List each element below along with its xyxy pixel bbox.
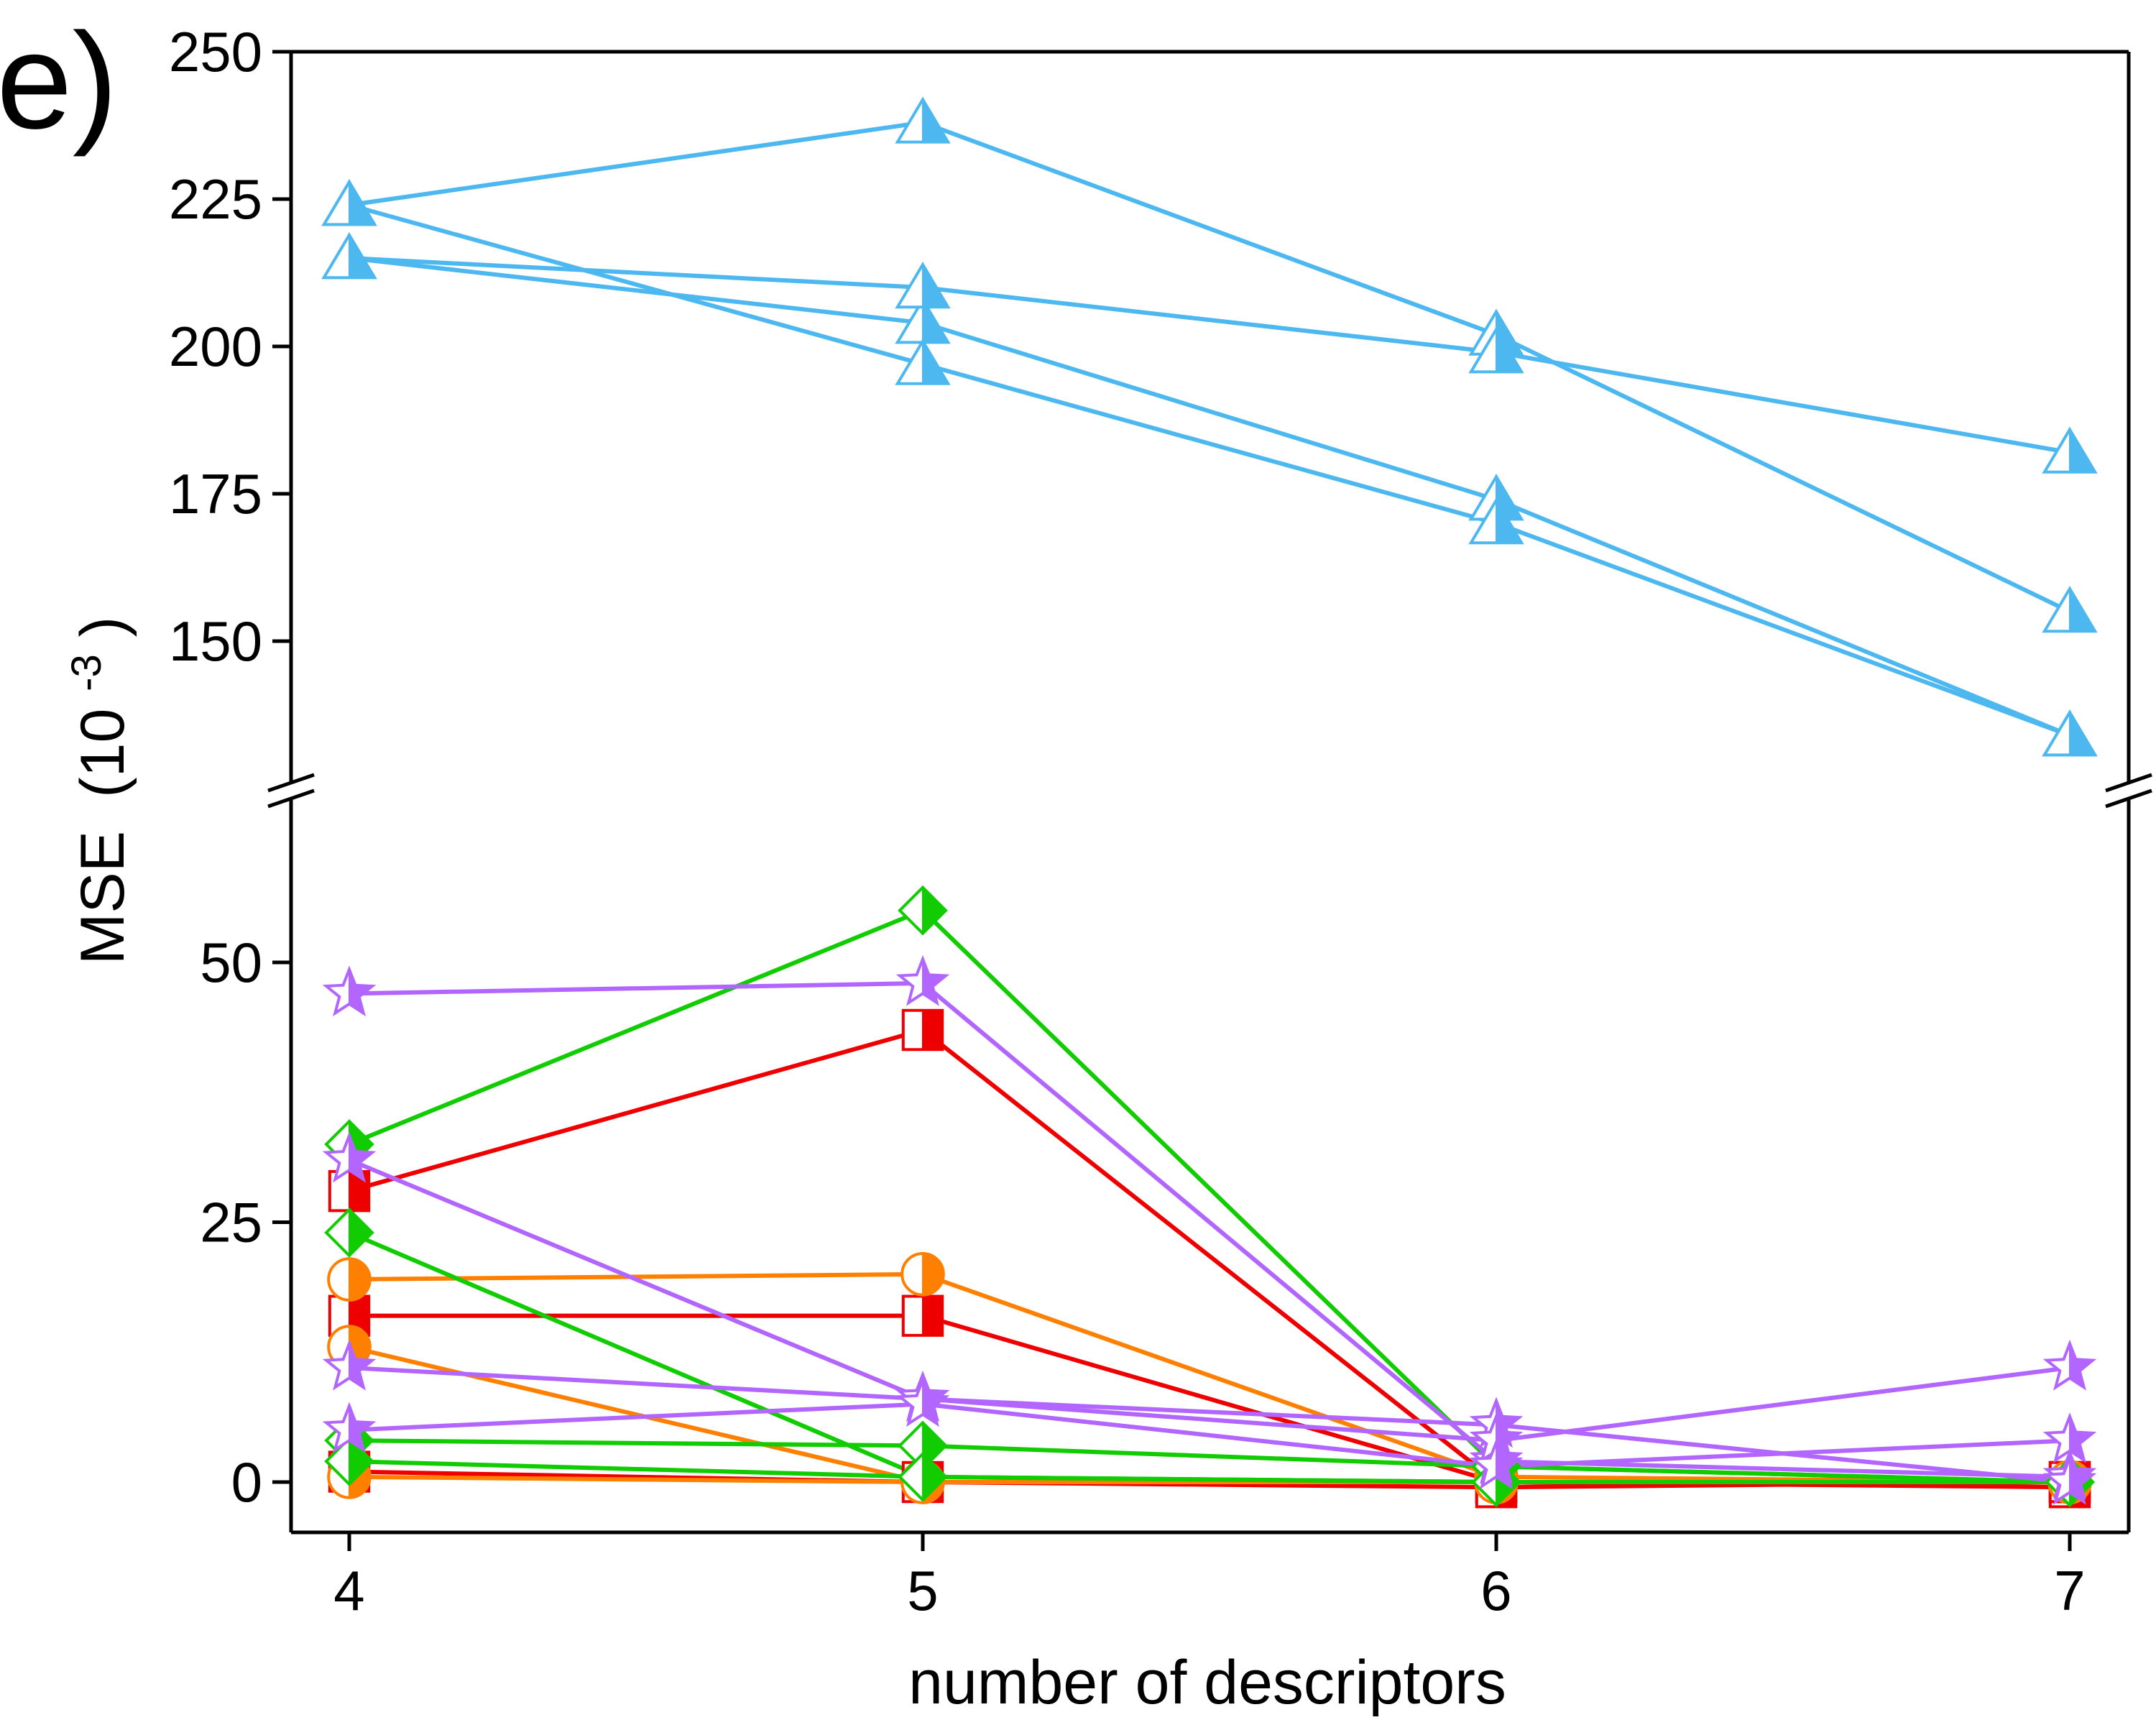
axis-break-mark-left-lower (267, 788, 315, 809)
y-tick-label: 250 (169, 20, 262, 83)
series-layer (321, 96, 2098, 1509)
y-axis-title-unit-exponent: -3 (63, 654, 110, 691)
data-point-fill-purple-star (1496, 1442, 1521, 1488)
y-tick-label: 25 (200, 1191, 262, 1254)
data-point-fill-green-diamond (922, 886, 947, 936)
data-point-fill-blue-triangle (922, 262, 949, 308)
series-line-blue-0 (349, 120, 2071, 614)
data-point-fill-blue-triangle (922, 338, 949, 385)
data-point-fill-red-square (922, 1009, 944, 1051)
series-line-purple-14 (349, 980, 2070, 1479)
data-point-fill-blue-triangle (1496, 326, 1523, 373)
y-axis-title-unit: (10 (68, 709, 137, 798)
data-point-fill-purple-star (922, 958, 948, 1005)
x-tick-label: 6 (1480, 1559, 1511, 1622)
y-tick-label: 175 (169, 462, 262, 525)
series-line-green-10 (348, 908, 2070, 1484)
data-point-fill-purple-star (349, 1135, 374, 1182)
series-line-blue-3 (349, 203, 2071, 738)
y-tick-label: 150 (169, 610, 262, 673)
series-line-orange-8 (349, 1345, 2070, 1484)
data-point-fill-blue-triangle (349, 232, 376, 279)
x-axis-title: number of descriptors (908, 1648, 1506, 1717)
data-point-fill-red-square (922, 1295, 944, 1336)
series-line-green-12 (349, 1438, 2070, 1484)
series-line-purple-17 (349, 1402, 2070, 1469)
data-point-fill-purple-star (2069, 1416, 2095, 1462)
data-point-fill-purple-star (922, 1379, 948, 1425)
x-tick-label: 7 (2054, 1559, 2085, 1622)
data-point-fill-orange-circle (922, 1252, 944, 1296)
y-axis-title-main: MSE (68, 831, 137, 965)
data-point-fill-blue-triangle (349, 179, 376, 226)
data-point-fill-blue-triangle (922, 297, 949, 344)
data-point-fill-purple-star (349, 969, 374, 1015)
series-line-blue-2 (349, 256, 2070, 455)
series-line-blue-1 (349, 256, 2071, 737)
panel-label: e) (0, 5, 118, 157)
y-axis-title-unit-close: ) (68, 617, 137, 638)
axes-layer: 150 175 200 225 250 0 25 50 4 5 6 7 (169, 20, 2152, 1622)
x-tick-label: 4 (333, 1559, 364, 1622)
series-line-red-6 (349, 1469, 2070, 1490)
axis-break-mark-right-lower (2105, 788, 2152, 809)
data-point-fill-orange-circle (349, 1258, 371, 1301)
data-point-fill-purple-star (2069, 1458, 2095, 1504)
series-line-orange-7 (349, 1271, 2070, 1484)
data-point-fill-green-diamond (349, 1436, 374, 1486)
y-axis-title: MSE (10 -3 ) (45, 617, 137, 965)
data-point-fill-green-diamond (922, 1452, 947, 1502)
axis-break-mark-left-upper (267, 773, 315, 793)
y-tick-label: 0 (231, 1450, 262, 1514)
data-point-fill-blue-triangle (2069, 426, 2096, 473)
y-tick-label: 200 (169, 315, 262, 378)
data-point-fill-purple-star (349, 1343, 374, 1389)
data-point-fill-blue-triangle (1496, 497, 1523, 544)
data-point-fill-purple-star (2069, 1343, 2095, 1389)
data-point-fill-blue-triangle (2069, 586, 2096, 632)
y-tick-label: 225 (169, 167, 262, 231)
data-point-fill-green-diamond (349, 1208, 374, 1258)
series-line-green-13 (349, 1459, 2070, 1484)
series-line-purple-16 (349, 1365, 2070, 1443)
x-tick-label: 5 (907, 1559, 938, 1622)
axis-break-mark-right-upper (2105, 773, 2152, 793)
data-point-fill-purple-star (349, 1405, 374, 1452)
data-point-fill-blue-triangle (922, 96, 949, 143)
y-tick-label: 50 (200, 931, 262, 994)
data-point-fill-green-diamond (922, 1420, 947, 1471)
data-point-fill-blue-triangle (2069, 709, 2096, 756)
